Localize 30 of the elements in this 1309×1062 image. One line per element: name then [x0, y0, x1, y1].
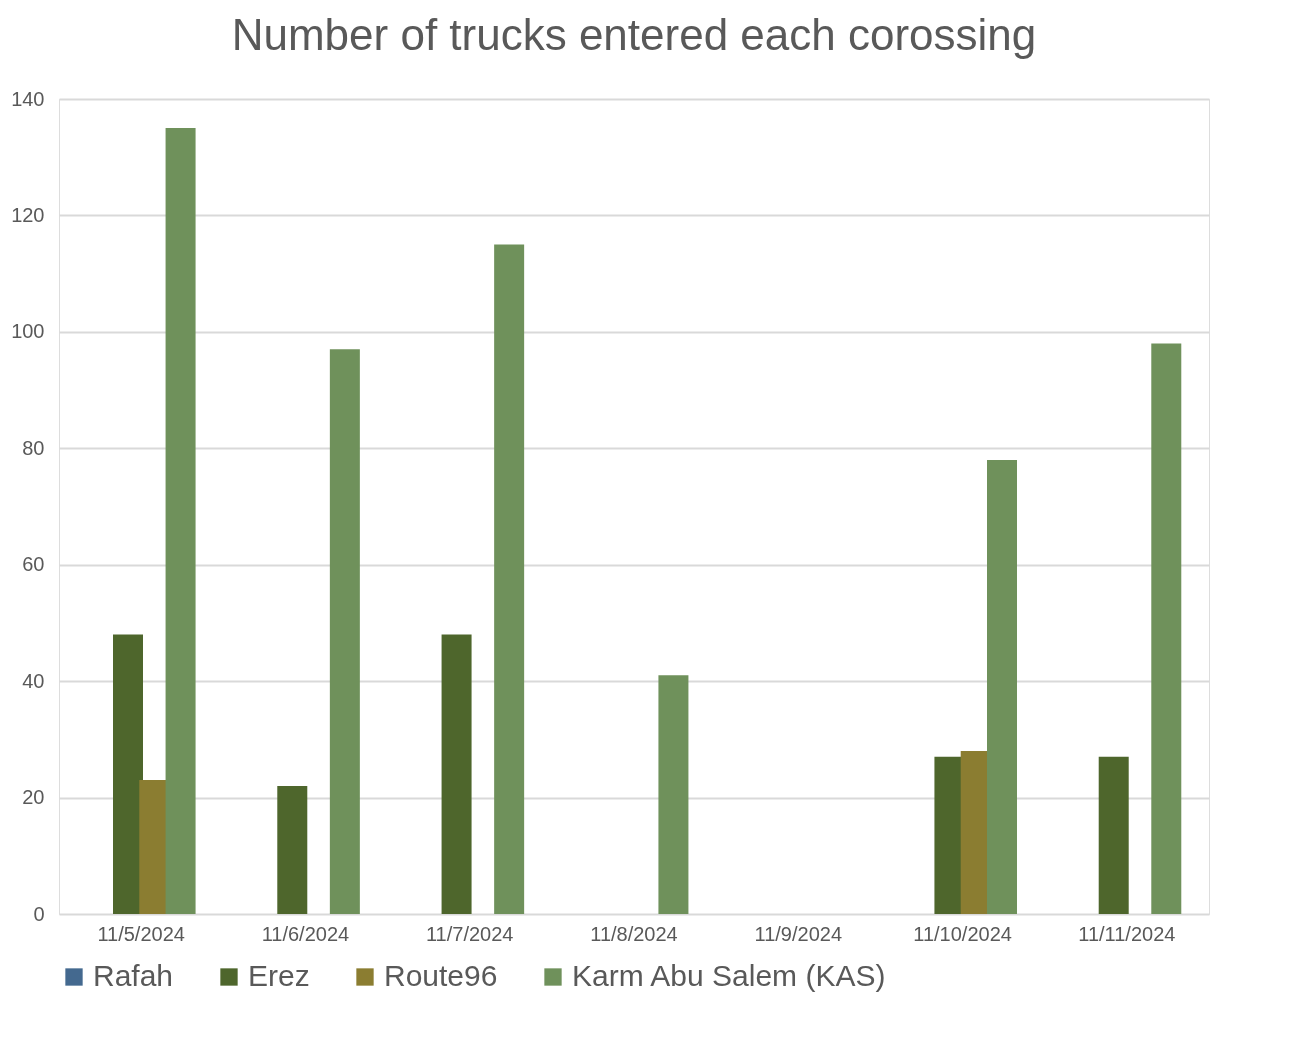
y-tick-label: 0 [33, 902, 45, 925]
x-tick-label: 11/10/2024 [913, 922, 1012, 945]
legend-label: Route96 [384, 959, 498, 992]
bar [1098, 756, 1129, 914]
x-tick-label: 11/6/2024 [261, 922, 350, 945]
chart-title: Number of trucks entered each corossing [231, 10, 1037, 59]
x-tick-label: 11/8/2024 [590, 922, 678, 945]
bar [441, 634, 472, 914]
x-tick-label: 11/9/2024 [754, 922, 843, 945]
legend-label: Karm Abu Salem (KAS) [572, 959, 886, 992]
bar [1151, 343, 1182, 914]
y-tick-label: 40 [22, 669, 45, 692]
y-tick-label: 100 [11, 320, 45, 343]
bar [165, 128, 196, 914]
bar [277, 785, 308, 914]
x-tick-label: 11/11/2024 [1078, 922, 1176, 945]
x-tick-label: 11/5/2024 [97, 922, 185, 945]
legend-label: Erez [248, 959, 310, 992]
y-tick-label: 80 [22, 436, 45, 459]
y-tick-label: 120 [11, 203, 45, 226]
bar [658, 675, 689, 914]
y-tick-label: 140 [11, 87, 45, 110]
x-tick-label: 11/7/2024 [425, 922, 514, 945]
y-tick-label: 20 [22, 786, 45, 809]
bar [987, 459, 1017, 914]
bar [494, 244, 525, 914]
bar [329, 349, 360, 914]
y-tick-label: 60 [22, 553, 45, 576]
legend-label: Rafah [93, 959, 174, 992]
bar [113, 634, 143, 914]
